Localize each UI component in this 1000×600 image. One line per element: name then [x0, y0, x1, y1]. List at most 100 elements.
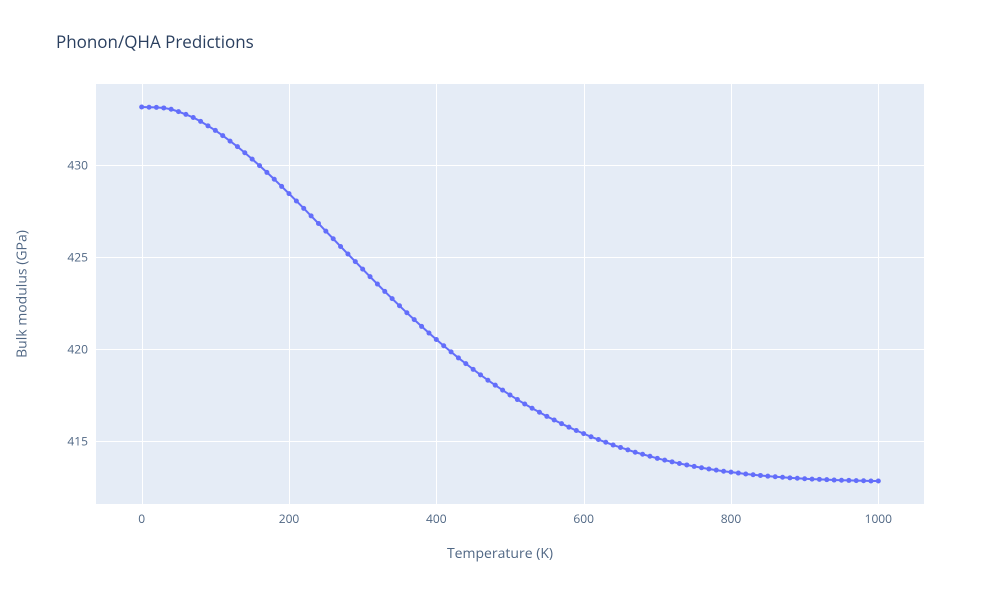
- data-point[interactable]: [404, 310, 409, 315]
- data-point[interactable]: [854, 478, 859, 483]
- data-point[interactable]: [272, 177, 277, 182]
- data-point[interactable]: [780, 475, 785, 480]
- data-point[interactable]: [618, 445, 623, 450]
- data-point[interactable]: [662, 458, 667, 463]
- data-point[interactable]: [640, 452, 645, 457]
- data-point[interactable]: [250, 157, 255, 162]
- data-point[interactable]: [706, 467, 711, 472]
- data-point[interactable]: [552, 418, 557, 423]
- data-point[interactable]: [751, 472, 756, 477]
- data-point[interactable]: [876, 478, 881, 483]
- data-point[interactable]: [183, 112, 188, 117]
- data-point[interactable]: [787, 475, 792, 480]
- data-point[interactable]: [426, 331, 431, 336]
- data-point[interactable]: [257, 163, 262, 168]
- data-point[interactable]: [434, 337, 439, 342]
- data-point[interactable]: [817, 477, 822, 482]
- data-point[interactable]: [345, 252, 350, 257]
- data-point[interactable]: [868, 478, 873, 483]
- data-point[interactable]: [360, 267, 365, 272]
- data-point[interactable]: [530, 406, 535, 411]
- data-point[interactable]: [205, 123, 210, 128]
- data-point[interactable]: [176, 109, 181, 114]
- data-point[interactable]: [544, 414, 549, 419]
- data-point[interactable]: [589, 434, 594, 439]
- data-point[interactable]: [493, 383, 498, 388]
- data-point[interactable]: [824, 477, 829, 482]
- data-point[interactable]: [397, 303, 402, 308]
- data-point[interactable]: [242, 150, 247, 155]
- data-point[interactable]: [382, 289, 387, 294]
- data-point[interactable]: [161, 105, 166, 110]
- data-point[interactable]: [743, 471, 748, 476]
- data-point[interactable]: [294, 198, 299, 203]
- data-point[interactable]: [338, 244, 343, 249]
- data-point[interactable]: [647, 454, 652, 459]
- data-point[interactable]: [220, 133, 225, 138]
- data-point[interactable]: [485, 378, 490, 383]
- data-point[interactable]: [508, 392, 513, 397]
- data-point[interactable]: [692, 464, 697, 469]
- data-point[interactable]: [471, 367, 476, 372]
- data-point[interactable]: [736, 471, 741, 476]
- data-point[interactable]: [596, 437, 601, 442]
- data-point[interactable]: [810, 477, 815, 482]
- data-point[interactable]: [412, 317, 417, 322]
- data-point[interactable]: [419, 324, 424, 329]
- plot-area[interactable]: [96, 84, 924, 504]
- data-point[interactable]: [375, 282, 380, 287]
- data-point[interactable]: [353, 259, 358, 264]
- data-point[interactable]: [537, 410, 542, 415]
- data-point[interactable]: [235, 144, 240, 149]
- data-point[interactable]: [139, 105, 144, 110]
- data-point[interactable]: [684, 462, 689, 467]
- data-point[interactable]: [633, 450, 638, 455]
- data-point[interactable]: [773, 474, 778, 479]
- data-point[interactable]: [574, 428, 579, 433]
- data-point[interactable]: [279, 184, 284, 189]
- data-point[interactable]: [368, 274, 373, 279]
- data-point[interactable]: [832, 478, 837, 483]
- data-point[interactable]: [316, 221, 321, 226]
- data-point[interactable]: [309, 213, 314, 218]
- data-point[interactable]: [603, 440, 608, 445]
- data-point[interactable]: [765, 474, 770, 479]
- data-point[interactable]: [515, 397, 520, 402]
- data-point[interactable]: [500, 388, 505, 393]
- data-point[interactable]: [714, 468, 719, 473]
- data-point[interactable]: [323, 229, 328, 234]
- data-point[interactable]: [331, 236, 336, 241]
- data-point[interactable]: [839, 478, 844, 483]
- data-point[interactable]: [441, 343, 446, 348]
- data-point[interactable]: [154, 105, 159, 110]
- data-point[interactable]: [625, 447, 630, 452]
- data-point[interactable]: [655, 456, 660, 461]
- data-point[interactable]: [478, 372, 483, 377]
- data-point[interactable]: [287, 191, 292, 196]
- data-point[interactable]: [264, 170, 269, 175]
- data-point[interactable]: [758, 473, 763, 478]
- data-point[interactable]: [721, 469, 726, 474]
- data-point[interactable]: [301, 206, 306, 211]
- data-point[interactable]: [729, 470, 734, 475]
- data-point[interactable]: [463, 361, 468, 366]
- data-point[interactable]: [169, 107, 174, 112]
- data-point[interactable]: [522, 401, 527, 406]
- data-point[interactable]: [390, 296, 395, 301]
- data-point[interactable]: [795, 476, 800, 481]
- data-point[interactable]: [147, 105, 152, 110]
- data-point[interactable]: [566, 425, 571, 430]
- data-point[interactable]: [213, 128, 218, 133]
- data-point[interactable]: [559, 421, 564, 426]
- data-point[interactable]: [581, 431, 586, 436]
- data-point[interactable]: [198, 119, 203, 124]
- data-point[interactable]: [456, 355, 461, 360]
- data-point[interactable]: [449, 349, 454, 354]
- data-point[interactable]: [846, 478, 851, 483]
- data-point[interactable]: [699, 465, 704, 470]
- data-point[interactable]: [677, 461, 682, 466]
- data-point[interactable]: [861, 478, 866, 483]
- data-point[interactable]: [802, 476, 807, 481]
- data-point[interactable]: [191, 115, 196, 120]
- data-point[interactable]: [670, 459, 675, 464]
